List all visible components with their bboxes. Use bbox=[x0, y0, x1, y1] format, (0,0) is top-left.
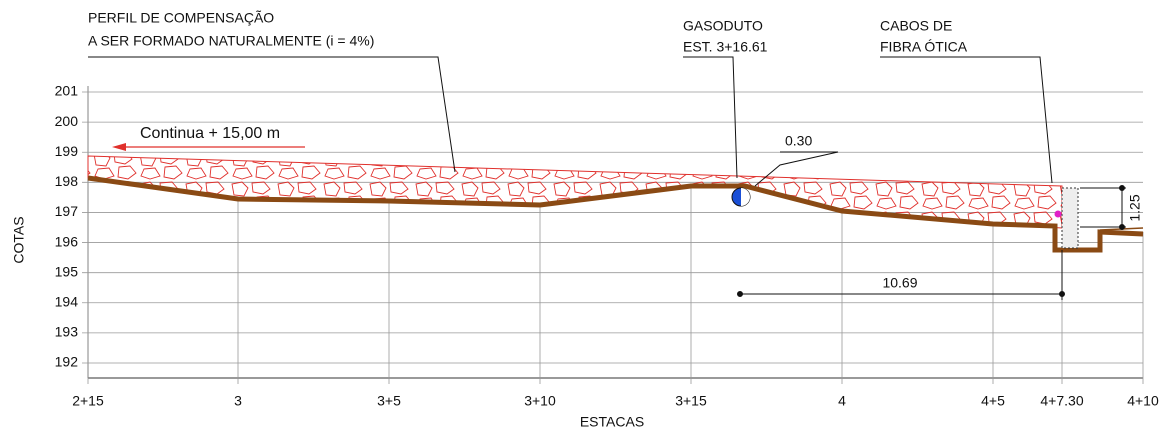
y-tick-label: 193 bbox=[55, 324, 79, 340]
x-tick-label: 3 bbox=[234, 393, 242, 409]
note: A SER FORMADO NATURALMENTE (i = 4%) bbox=[88, 33, 374, 49]
x-tick-label: 2+15 bbox=[72, 393, 104, 409]
y-axis-label: COTAS bbox=[11, 216, 27, 263]
x-tick-label: 3+10 bbox=[524, 393, 556, 409]
y-tick-label: 195 bbox=[55, 263, 79, 279]
note: PERFIL DE COMPENSAÇÃO bbox=[88, 10, 274, 26]
y-tick-label: 200 bbox=[55, 113, 79, 129]
x-tick-label: 3+5 bbox=[377, 393, 401, 409]
concrete-block bbox=[1061, 187, 1079, 249]
y-tick-label: 197 bbox=[55, 203, 79, 219]
x-tick-label: 4 bbox=[838, 393, 846, 409]
fiber-cable bbox=[1054, 210, 1062, 218]
leaders bbox=[88, 56, 1126, 300]
gas-pipe-half bbox=[741, 188, 750, 206]
x-tick-label: 3+15 bbox=[675, 393, 707, 409]
x-axis-label: ESTACAS bbox=[580, 414, 644, 430]
y-tick-label: 201 bbox=[55, 83, 79, 99]
note: Continua + 15,00 m bbox=[140, 125, 280, 142]
note: GASODUTO bbox=[683, 18, 763, 34]
y-tick-label: 196 bbox=[55, 233, 79, 249]
y-tick-label: 199 bbox=[55, 143, 79, 159]
note: CABOS DE bbox=[880, 18, 952, 34]
note: FIBRA ÓTICA bbox=[880, 39, 968, 55]
arrow-head bbox=[112, 143, 126, 151]
y-tick-label: 194 bbox=[55, 293, 79, 309]
x-tick-label: 4+5 bbox=[981, 393, 1005, 409]
dimension: 0.30 bbox=[785, 133, 812, 149]
dimension: 10.69 bbox=[882, 275, 917, 291]
terrain-line bbox=[87, 175, 1144, 253]
y-tick-label: 198 bbox=[55, 173, 79, 189]
ticks: 201 200 199 198 197 196 195 194 193 192 2+15 3 3+5 3+… bbox=[55, 83, 1159, 409]
x-tick-label: 4+7.30 bbox=[1040, 393, 1083, 409]
note: EST. 3+16.61 bbox=[683, 39, 768, 55]
dimension: 1.25 bbox=[1127, 194, 1143, 221]
x-tick-label: 4+10 bbox=[1127, 393, 1159, 409]
y-tick-label: 192 bbox=[55, 354, 79, 370]
